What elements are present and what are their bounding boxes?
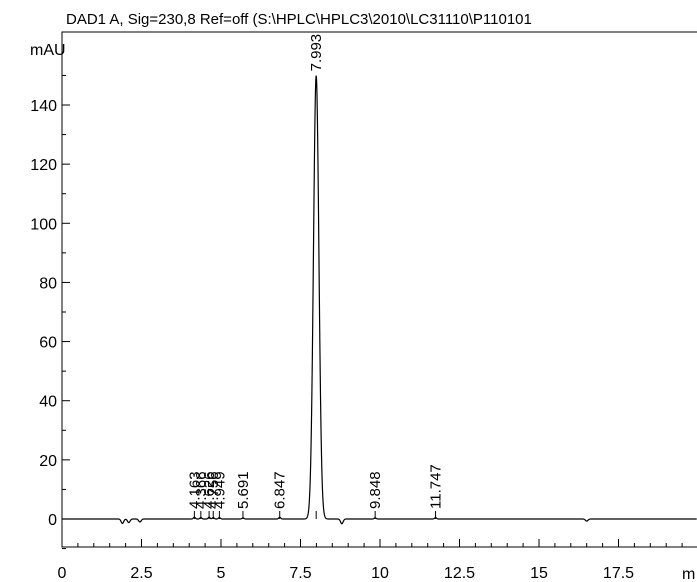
y-tick-label: 120 [30,157,57,174]
peak-label: 5.691 [235,471,252,509]
peak-label: 11.747 [428,464,445,509]
y-tick-label: 100 [30,216,57,233]
peak-label: 4.366 [193,471,210,509]
x-tick-label: 10 [371,565,389,582]
peak-label: 6.847 [272,471,289,509]
x-tick-label: 7.5 [289,565,311,582]
y-tick-label: 40 [39,394,57,411]
y-tick-label: 140 [30,98,57,115]
x-axis-label: m [682,566,695,582]
x-tick-label: 12.5 [444,565,475,582]
x-tick-label: 0 [58,565,67,582]
y-tick-label: 80 [39,275,57,292]
plot-frame [61,31,697,548]
x-tick-label: 15 [530,565,548,582]
peak-label: 4.163 [186,471,203,509]
signal-trace [62,75,697,525]
peak-label: 7.993 [308,34,325,72]
y-tick-label: 60 [39,335,57,352]
peak-label: 9.848 [367,471,384,509]
x-tick-label: 5 [217,565,226,582]
y-axis-label: mAU [30,42,66,59]
y-tick-label: 20 [39,453,57,470]
x-tick-label: 17.5 [603,565,634,582]
x-tick-label: 2.5 [130,565,152,582]
peak-label: 4.949 [211,471,228,509]
y-tick-label: 0 [48,512,57,529]
peak-label: 4.626 [201,471,218,509]
chart-title: DAD1 A, Sig=230,8 Ref=off (S:\HPLC\HPLC3… [66,11,532,28]
axes-group: 0 20 40 60 80 100 120 140 0 2.5 5 7.5 10 12.5 15 17.5 [30,32,697,582]
peak-label: 4.756 [205,471,222,509]
